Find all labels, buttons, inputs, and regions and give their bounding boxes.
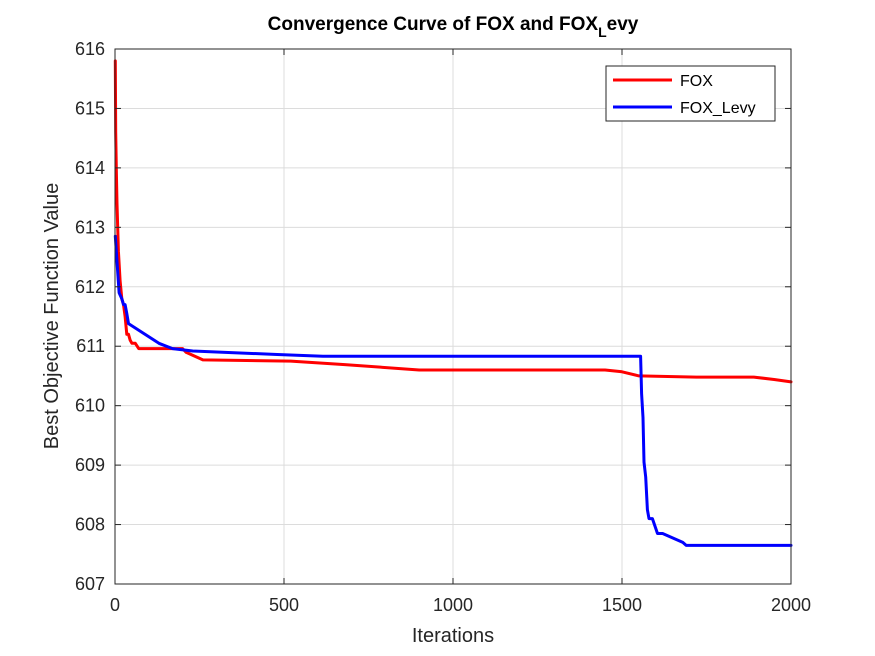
y-tick-label: 609 (75, 455, 105, 475)
x-tick-label: 1500 (602, 595, 642, 615)
series-line-fox-levy (113, 234, 793, 547)
y-tick-label: 613 (75, 217, 105, 237)
chart-title-tail: evy (607, 14, 639, 35)
axis-ticks: 0 500 1000 1500 2000 607 608 609 610 611 612 613 614… (75, 39, 811, 615)
chart-title-main: Convergence Curve of FOX and FOX (268, 14, 599, 35)
x-tick-label: 2000 (771, 595, 811, 615)
y-tick-label: 612 (75, 277, 105, 297)
chart-title-subscript: L (598, 24, 607, 40)
legend: FOX FOX_Levy (605, 65, 776, 122)
x-tick-label: 0 (110, 595, 120, 615)
series-line-fox (113, 59, 793, 384)
y-axis-label: Best Objective Function Value (41, 183, 63, 449)
legend-label-fox-levy: FOX_Levy (680, 100, 756, 117)
y-tick-label: 614 (75, 158, 105, 178)
y-tick-label: 611 (76, 336, 105, 356)
x-tick-label: 500 (269, 595, 299, 615)
x-tick-label: 1000 (433, 595, 473, 615)
y-tick-label: 610 (75, 396, 105, 416)
grid-lines (115, 49, 791, 584)
series-lines (113, 59, 793, 547)
legend-box (605, 65, 776, 122)
y-tick-label: 616 (75, 39, 105, 59)
y-tick-label: 608 (75, 515, 105, 535)
legend-label-fox: FOX (680, 73, 713, 90)
y-tick-label: 615 (75, 98, 105, 118)
y-tick-label: 607 (75, 574, 105, 594)
chart-title: Convergence Curve of FOX and FOXLevy (268, 14, 639, 40)
x-axis-label: Iterations (412, 625, 494, 647)
